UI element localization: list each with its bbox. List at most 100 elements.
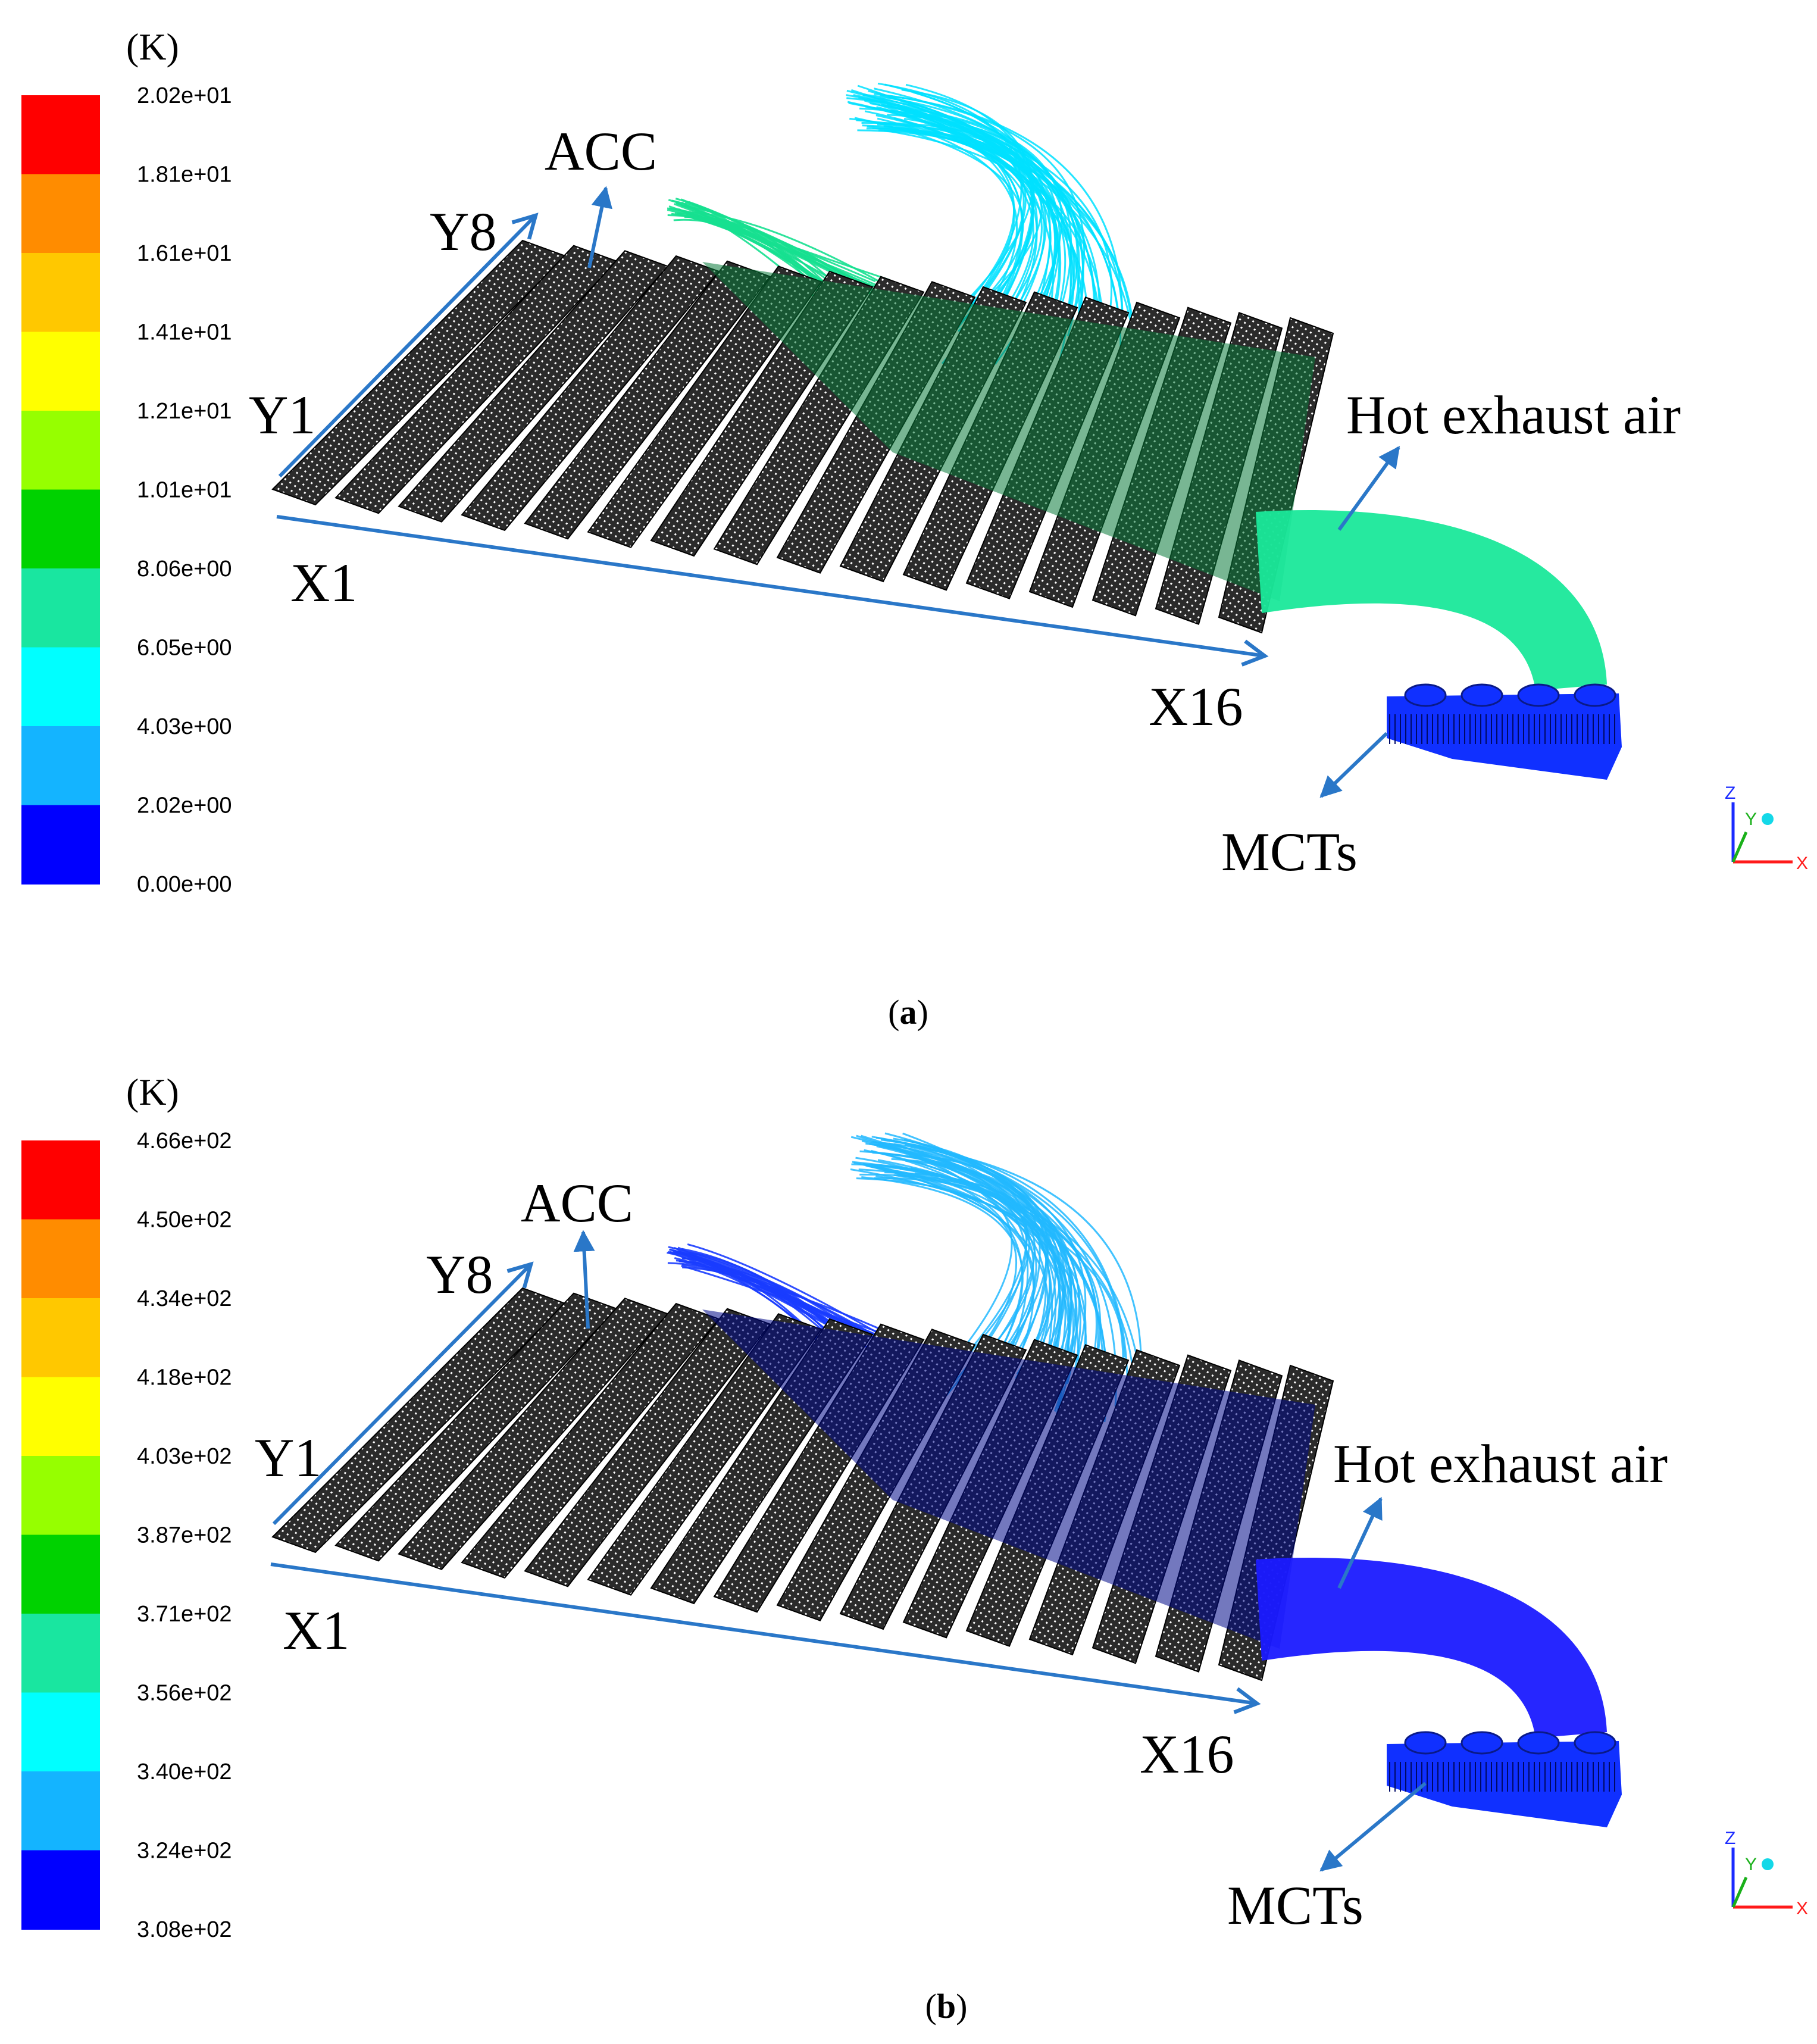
streamline [905,130,1043,311]
streamline [898,1173,1102,1376]
mct-fan [1517,1731,1560,1755]
colorbar-band [21,1219,100,1299]
mct-fan [1461,683,1503,707]
triad-x-label: X [1796,1899,1808,1918]
label-x16: X16 [1149,676,1243,737]
triad-z-label: Z [1725,1829,1735,1848]
colorbar-band [21,568,100,648]
y-axis-arrow [278,212,539,478]
mcts-pointer-arrow [1319,732,1388,798]
triad-y-axis [1731,831,1748,863]
panel-b: (K) 4.66e+02 4.50e+02 4.34e+02 4.18e+02 4.03… [21,1071,1808,2026]
streamline [854,117,1024,326]
colorbar-tick-label: 3.71e+02 [137,1602,232,1627]
panel-a: (K) 2.02e+01 1.81e+01 1.61e+01 1.41e+01 1.21… [21,26,1808,1032]
mct-units [1387,1731,1622,1827]
label-y1: Y1 [249,385,315,445]
mct-fan [1574,683,1616,707]
colorbar: 2.02e+01 1.81e+01 1.61e+01 1.41e+01 1.21e+01… [21,83,232,897]
streamlines [667,1132,1142,1429]
panel-caption: (b) [925,1987,968,2026]
label-hot-exhaust-air: Hot exhaust air [1333,1433,1668,1494]
exhaust-duct [1256,510,1607,690]
acc-array [271,1287,1607,1738]
triad-y-label: Y [1745,810,1757,829]
label-x1: X1 [283,1600,349,1661]
label-y8: Y8 [430,201,496,262]
colorbar-tick-label: 4.66e+02 [137,1129,232,1154]
colorbar-band [21,95,100,175]
colorbar-band [21,805,100,885]
triad-z-label: Z [1725,783,1735,803]
triad-x-label: X [1796,854,1808,873]
label-hot-exhaust-air: Hot exhaust air [1346,385,1681,445]
streamline [681,1264,892,1335]
streamline [667,214,871,295]
colorbar-tick-label: 4.03e+02 [137,1444,232,1469]
mct-fan [1517,683,1560,707]
colorbar-unit: (K) [126,26,179,68]
colorbar-band [21,174,100,254]
colorbar-unit: (K) [126,1071,179,1113]
colorbar-tick-label: 3.56e+02 [137,1681,232,1706]
colorbar-tick-label: 4.03e+00 [137,714,232,739]
axis-triad: ZY X [1725,783,1808,873]
colorbar-band [21,1534,100,1614]
colorbar-band [21,411,100,490]
mct-block [1387,693,1622,780]
label-acc: ACC [521,1173,633,1233]
colorbar-tick-label: 4.18e+02 [137,1365,232,1390]
colorbar-band [21,1614,100,1693]
streamline [858,1168,1097,1365]
label-mcts: MCTs [1221,821,1358,882]
y-axis-arrow [272,1261,534,1526]
mct-fan [1404,683,1447,707]
colorbar-band [21,332,100,411]
colorbar-tick-label: 3.87e+02 [137,1523,232,1548]
colorbar-tick-label: 6.05e+00 [137,636,232,661]
colorbar-band [21,647,100,727]
mct-block [1387,1741,1622,1827]
colorbar-band [21,253,100,333]
colorbar-band [21,1850,100,1930]
label-acc: ACC [545,121,657,182]
label-y1: Y1 [255,1427,321,1488]
streamline [915,1154,1047,1405]
colorbar-tick-label: 0.00e+00 [137,872,232,897]
streamline [910,1146,1117,1407]
colorbar: 4.66e+02 4.50e+02 4.34e+02 4.18e+02 4.03e+02… [21,1129,232,1942]
x-axis-arrow [270,1562,1261,1714]
acc-pointer-arrow [587,186,612,268]
colorbar-tick-label: 3.08e+02 [137,1917,232,1942]
colorbar-band [21,1377,100,1457]
colorbar-band [21,489,100,569]
exhaust-duct [1256,1558,1607,1738]
colorbar-tick-label: 1.41e+01 [137,320,232,345]
streamline [868,90,1047,336]
hot-air-pointer-arrow [1337,446,1400,531]
streamline [887,114,1072,326]
colorbar-tick-label: 8.06e+00 [137,557,232,582]
streamline [877,82,1022,345]
streamline [846,94,1083,361]
axis-triad: ZY X [1725,1829,1808,1918]
mct-units [1387,683,1622,780]
streamline [878,1145,1072,1359]
acc-pointer-arrow [573,1230,595,1329]
triad-y-axis [1731,1876,1748,1908]
colorbar-band [21,1692,100,1772]
label-x16: X16 [1140,1724,1234,1784]
colorbar-band [21,1456,100,1536]
panel-caption: (a) [888,993,928,1032]
colorbar-band [21,726,100,806]
mct-fan [1574,1731,1616,1755]
colorbar-tick-label: 3.24e+02 [137,1839,232,1864]
plume-overlay [702,1309,1315,1649]
colorbar-tick-label: 1.21e+01 [137,399,232,424]
triad-marker [1762,1858,1774,1870]
mct-fan [1404,1731,1447,1755]
colorbar-tick-label: 1.81e+01 [137,162,232,187]
colorbar-tick-label: 4.50e+02 [137,1208,232,1233]
label-mcts: MCTs [1227,1875,1363,1936]
